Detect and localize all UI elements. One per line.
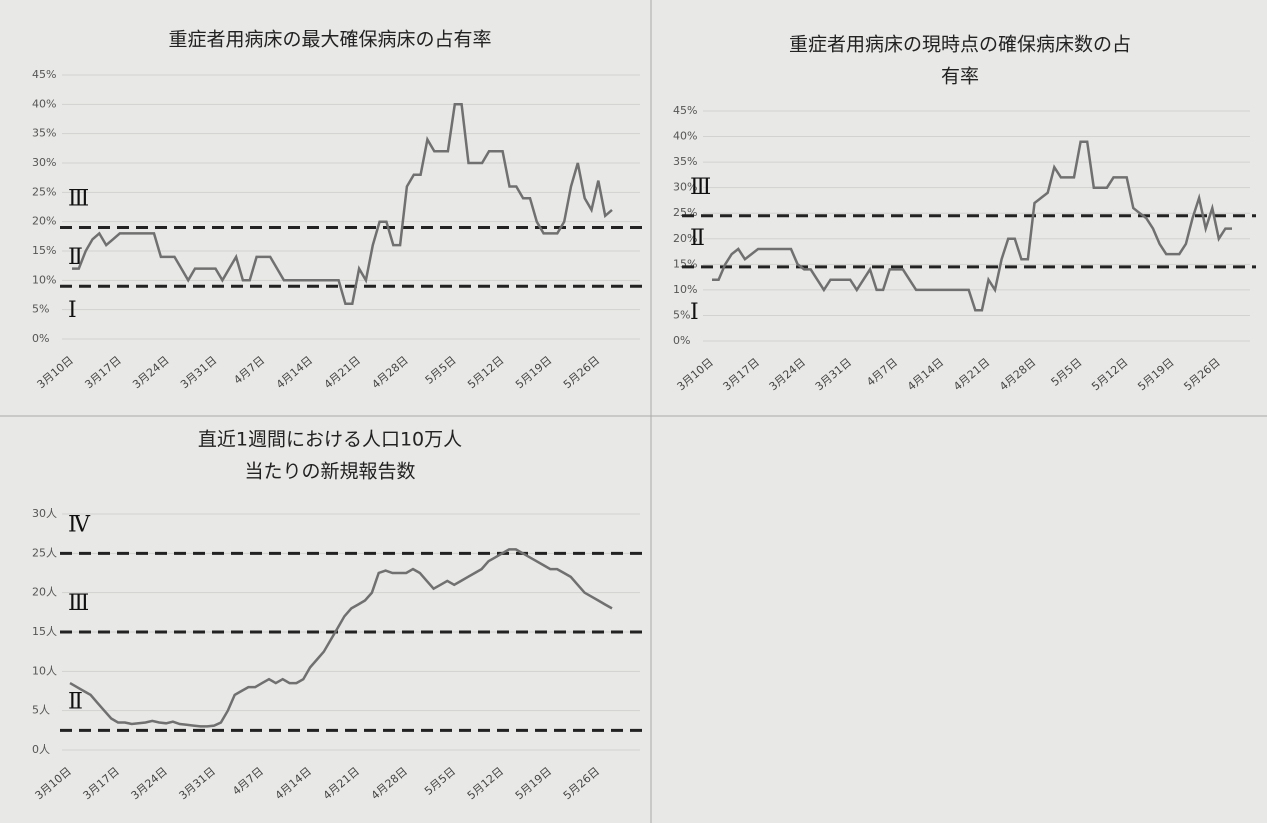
stage-label: Ⅰ	[68, 298, 77, 323]
data-line	[72, 103, 613, 306]
y-tick-label: 5%	[32, 303, 49, 316]
stage-label: Ⅳ	[68, 512, 91, 537]
y-tick-label: 10%	[673, 283, 697, 296]
chart-title: 有率	[941, 66, 979, 88]
y-tick-label: 0人	[32, 743, 50, 756]
y-tick-label: 15人	[32, 625, 57, 638]
chart-title: 直近1週間における人口10万人	[198, 429, 462, 451]
stage-label: Ⅲ	[68, 591, 89, 616]
stage-label: Ⅲ	[690, 175, 711, 200]
y-tick-label: 35%	[32, 127, 56, 140]
y-tick-label: 15%	[32, 244, 56, 257]
stage-label: Ⅱ	[68, 689, 83, 714]
y-tick-label: 20%	[32, 215, 56, 228]
y-tick-label: 40%	[673, 130, 697, 143]
y-tick-label: 30%	[673, 181, 697, 194]
chart-title: 重症者用病床の最大確保病床の占有率	[168, 29, 491, 51]
y-tick-label: 35%	[673, 155, 697, 168]
y-tick-label: 10人	[32, 664, 57, 677]
y-tick-label: 0%	[673, 334, 690, 347]
y-tick-label: 25%	[32, 185, 56, 198]
stage-label: Ⅱ	[68, 245, 83, 270]
y-tick-label: 45%	[673, 104, 697, 117]
y-tick-label: 40%	[32, 97, 56, 110]
stage-label: Ⅰ	[690, 300, 699, 325]
y-tick-label: 5%	[673, 308, 690, 321]
y-tick-label: 0%	[32, 332, 49, 345]
y-tick-label: 5人	[32, 704, 50, 717]
data-line	[69, 548, 613, 728]
y-tick-label: 20%	[673, 232, 697, 245]
y-tick-label: 30人	[32, 507, 57, 520]
y-tick-label: 20人	[32, 586, 57, 599]
y-tick-label: 30%	[32, 156, 56, 169]
y-tick-label: 25人	[32, 546, 57, 559]
data-line	[712, 140, 1232, 312]
y-tick-label: 45%	[32, 68, 56, 81]
stage-label: Ⅱ	[690, 226, 705, 251]
stage-label: Ⅲ	[68, 187, 89, 212]
chart-title: 重症者用病床の現時点の確保病床数の占	[789, 34, 1131, 56]
chart-title: 当たりの新規報告数	[244, 461, 415, 483]
y-tick-label: 10%	[32, 273, 56, 286]
